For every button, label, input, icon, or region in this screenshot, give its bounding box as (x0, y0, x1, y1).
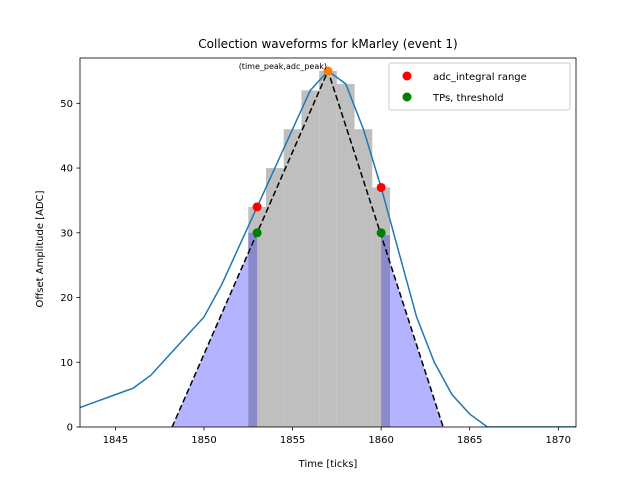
integral-bar (266, 168, 284, 427)
axes: 1845 1850 1855 1860 1865 1870 0 10 20 30 40 50 (60, 57, 577, 446)
y-tick-label: 30 (60, 228, 73, 239)
overlap-shade (381, 235, 390, 427)
legend: adc_integral range TPs, threshold (388, 62, 571, 111)
shaded-area-left (172, 232, 258, 427)
legend-marker (402, 92, 412, 102)
integral-bar (336, 83, 355, 427)
legend-label: TPs, threshold (432, 93, 504, 104)
peak-point (323, 66, 333, 76)
plot-content (80, 68, 576, 427)
y-tick-label: 20 (60, 293, 73, 304)
x-axis-label: Time [ticks] (298, 459, 358, 470)
legend-label: adc_integral range (433, 72, 527, 83)
x-tick-label: 1865 (457, 435, 482, 446)
threshold-point (252, 228, 262, 238)
integral-bar (354, 129, 373, 427)
chart-title: Collection waveforms for kMarley (event … (198, 37, 457, 51)
legend-box (388, 62, 571, 111)
legend-marker (402, 71, 412, 81)
y-tick-label: 40 (60, 164, 73, 175)
integral-bar (283, 129, 302, 427)
y-tick-label: 50 (60, 99, 73, 110)
y-tick-label: 10 (60, 358, 73, 369)
integral-bar (319, 70, 337, 427)
x-tick-label: 1870 (546, 435, 571, 446)
plot-area: (time_peak,adc_peak) (80, 62, 576, 427)
y-tick-label: 0 (67, 423, 73, 434)
x-tick-label: 1845 (103, 435, 128, 446)
threshold-point (376, 228, 386, 238)
x-tick-label: 1855 (280, 435, 305, 446)
y-axis-label: Offset Amplitude [ADC] (35, 190, 46, 307)
integral-range-point (252, 202, 262, 212)
axes-frame (79, 57, 577, 428)
integral-bar (301, 90, 320, 427)
overlap-shade (248, 232, 258, 427)
integral-range-point (376, 182, 386, 192)
peak-annotation: (time_peak,adc_peak) (239, 62, 327, 71)
x-tick-label: 1850 (191, 435, 216, 446)
x-tick-label: 1860 (368, 435, 393, 446)
